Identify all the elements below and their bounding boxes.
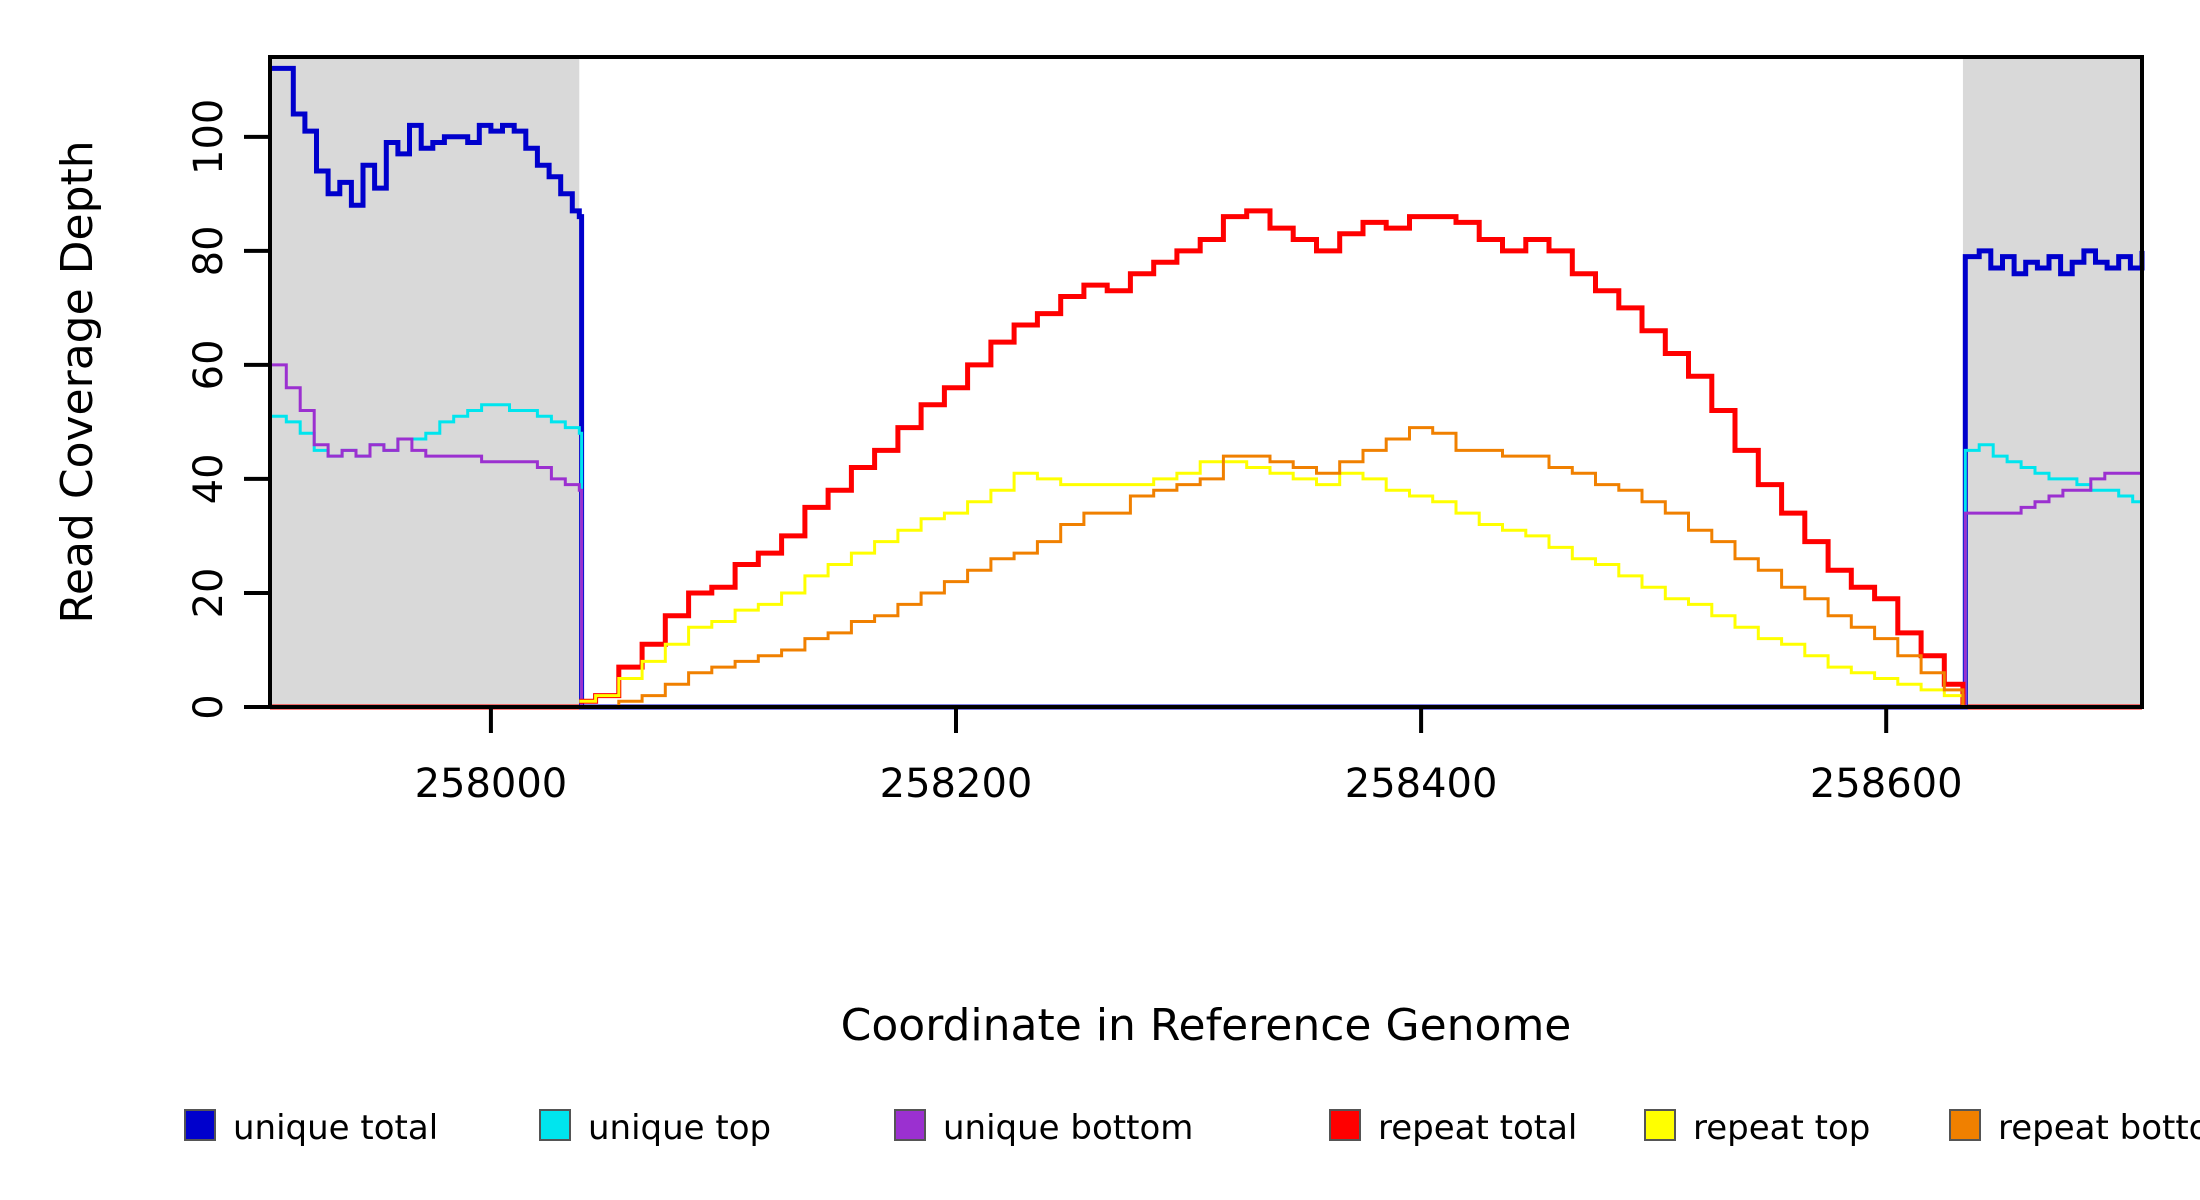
x-axis-title: Coordinate in Reference Genome [841,1000,1572,1051]
y-tick-label-2: 40 [186,453,232,504]
x-axis-layer: 258000 258200 258400 258600 [415,707,1963,807]
series-repeat-bottom [579,426,1965,709]
legend-label-unique-total: unique total [233,1108,438,1148]
plot-frame [268,55,2144,709]
x-tick-label-2: 258400 [1345,761,1498,807]
legend-swatch-unique-total[interactable] [184,1109,216,1141]
x-tick-label-3: 258600 [1810,761,1963,807]
legend-swatch-repeat-top[interactable] [1644,1109,1676,1141]
legend-label-repeat-bottom: repeat bottom [1998,1108,2200,1148]
legend-label-repeat-total: repeat total [1378,1108,1577,1148]
y-tick-label-1: 20 [186,568,232,619]
y-tick-label-0: 0 [186,694,232,719]
left-unique-region [270,57,580,707]
shaded-regions-layer [270,57,2142,707]
y-tick-label-3: 60 [186,339,232,390]
series-unique-bottom [270,363,2142,709]
y-tick-label-4: 80 [186,225,232,276]
legend-swatch-unique-top[interactable] [539,1109,571,1141]
x-tick-label-1: 258200 [880,761,1033,807]
series-repeat-top [579,460,1965,707]
legend-swatch-repeat-bottom[interactable] [1949,1109,1981,1141]
right-unique-region [1962,57,2142,707]
legend-layer: unique total unique top unique bottom repea… [184,1108,2200,1148]
legend-label-unique-bottom: unique bottom [943,1108,1193,1148]
legend-label-repeat-top: repeat top [1693,1108,1870,1148]
y-axis-title: Read Coverage Depth [52,140,103,623]
y-axis-layer: 0 20 40 60 80 100 [186,99,270,720]
plot-frame-layer [268,55,2144,709]
legend-swatch-unique-bottom[interactable] [894,1109,926,1141]
x-tick-label-0: 258000 [415,761,568,807]
legend-label-unique-top: unique top [588,1108,771,1148]
series-repeat-total [579,208,1966,707]
legend-swatch-repeat-total[interactable] [1329,1109,1361,1141]
y-tick-label-5: 100 [186,99,232,175]
series-unique-total [270,65,2145,710]
